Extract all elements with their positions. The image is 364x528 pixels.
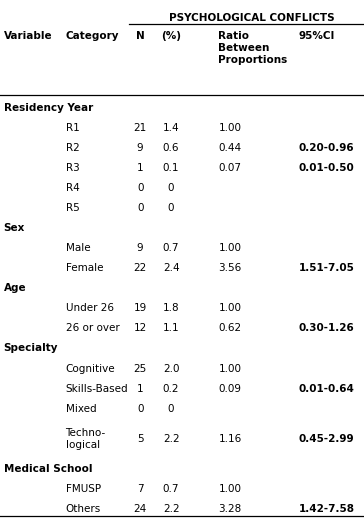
- Text: 3.56: 3.56: [218, 263, 242, 273]
- Text: 2.2: 2.2: [163, 434, 179, 444]
- Text: 0: 0: [137, 203, 143, 213]
- Text: R4: R4: [66, 183, 79, 193]
- Text: 22: 22: [134, 263, 147, 273]
- Text: 0.45-2.99: 0.45-2.99: [298, 434, 354, 444]
- Text: 1.00: 1.00: [218, 123, 241, 133]
- Text: (%): (%): [161, 31, 181, 41]
- Text: Mixed: Mixed: [66, 404, 96, 413]
- Text: 1.4: 1.4: [163, 123, 179, 133]
- Text: 1.16: 1.16: [218, 434, 242, 444]
- Text: R5: R5: [66, 203, 79, 213]
- Text: 12: 12: [134, 324, 147, 333]
- Text: 0.20-0.96: 0.20-0.96: [298, 143, 354, 153]
- Text: 19: 19: [134, 304, 147, 313]
- Text: 0.44: 0.44: [218, 143, 242, 153]
- Text: 26 or over: 26 or over: [66, 324, 119, 333]
- Text: 0: 0: [168, 203, 174, 213]
- Text: 2.4: 2.4: [163, 263, 179, 273]
- Text: 2.0: 2.0: [163, 364, 179, 373]
- Text: 5: 5: [137, 434, 143, 444]
- Text: 0.2: 0.2: [163, 384, 179, 393]
- Text: Skills-Based: Skills-Based: [66, 384, 128, 393]
- Text: 1: 1: [137, 384, 143, 393]
- Text: 24: 24: [134, 504, 147, 514]
- Text: 0.07: 0.07: [218, 163, 241, 173]
- Text: 1.8: 1.8: [163, 304, 179, 313]
- Text: 1.00: 1.00: [218, 484, 241, 494]
- Text: 0.6: 0.6: [163, 143, 179, 153]
- Text: Techno-
logical: Techno- logical: [66, 428, 106, 449]
- Text: 9: 9: [137, 143, 143, 153]
- Text: Variable: Variable: [4, 31, 52, 41]
- Text: Under 26: Under 26: [66, 304, 114, 313]
- Text: 0.01-0.64: 0.01-0.64: [298, 384, 355, 393]
- Text: 1.42-7.58: 1.42-7.58: [298, 504, 355, 514]
- Text: 1.51-7.05: 1.51-7.05: [298, 263, 355, 273]
- Text: Cognitive: Cognitive: [66, 364, 115, 373]
- Text: Male: Male: [66, 243, 90, 253]
- Text: 7: 7: [137, 484, 143, 494]
- Text: 1.00: 1.00: [218, 364, 241, 373]
- Text: Ratio
Between
Proportions: Ratio Between Proportions: [218, 31, 288, 64]
- Text: R3: R3: [66, 163, 79, 173]
- Text: 0.09: 0.09: [218, 384, 241, 393]
- Text: 2.2: 2.2: [163, 504, 179, 514]
- Text: 25: 25: [134, 364, 147, 373]
- Text: 1.1: 1.1: [163, 324, 179, 333]
- Text: 1.00: 1.00: [218, 243, 241, 253]
- Text: 0: 0: [168, 404, 174, 413]
- Text: 3.28: 3.28: [218, 504, 242, 514]
- Text: 0: 0: [137, 404, 143, 413]
- Text: 21: 21: [134, 123, 147, 133]
- Text: R2: R2: [66, 143, 79, 153]
- Text: 0: 0: [168, 183, 174, 193]
- Text: 0.01-0.50: 0.01-0.50: [298, 163, 354, 173]
- Text: Age: Age: [4, 284, 26, 293]
- Text: Others: Others: [66, 504, 101, 514]
- Text: Residency Year: Residency Year: [4, 103, 93, 112]
- Text: N: N: [136, 31, 145, 41]
- Text: 1.00: 1.00: [218, 304, 241, 313]
- Text: Medical School: Medical School: [4, 464, 92, 474]
- Text: 95%CI: 95%CI: [298, 31, 335, 41]
- Text: Sex: Sex: [4, 223, 25, 233]
- Text: 0.62: 0.62: [218, 324, 242, 333]
- Text: R1: R1: [66, 123, 79, 133]
- Text: Specialty: Specialty: [4, 344, 58, 353]
- Text: 0.30-1.26: 0.30-1.26: [298, 324, 354, 333]
- Text: 0.7: 0.7: [163, 243, 179, 253]
- Text: Female: Female: [66, 263, 103, 273]
- Text: 1: 1: [137, 163, 143, 173]
- Text: FMUSP: FMUSP: [66, 484, 100, 494]
- Text: 9: 9: [137, 243, 143, 253]
- Text: PSYCHOLOGICAL CONFLICTS: PSYCHOLOGICAL CONFLICTS: [169, 13, 335, 23]
- Text: 0.1: 0.1: [163, 163, 179, 173]
- Text: Category: Category: [66, 31, 119, 41]
- Text: 0.7: 0.7: [163, 484, 179, 494]
- Text: 0: 0: [137, 183, 143, 193]
